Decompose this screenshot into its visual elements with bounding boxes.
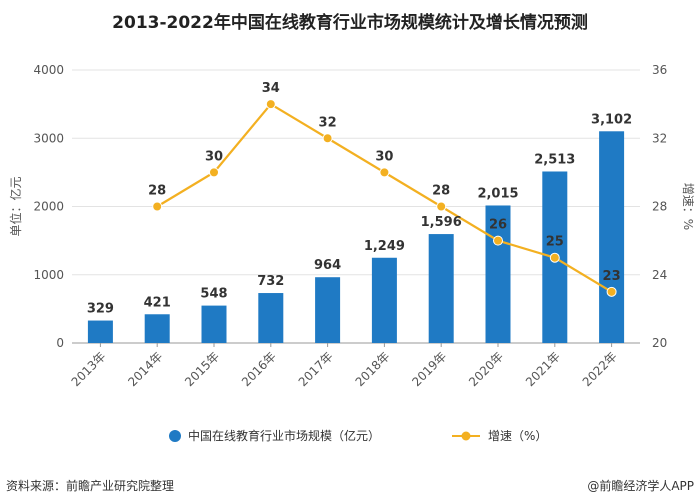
legend-line-label: 增速（%） xyxy=(488,429,547,443)
x-tick-label: 2020年 xyxy=(466,349,506,389)
growth-value-label: 30 xyxy=(375,149,393,164)
growth-point xyxy=(322,133,333,144)
x-tick-label: 2018年 xyxy=(353,349,393,389)
x-tick-label: 2015年 xyxy=(182,349,222,389)
bar xyxy=(428,234,454,343)
y-right-axis-title: 增速：% xyxy=(681,183,695,230)
bar-value-label: 2,015 xyxy=(477,186,518,201)
y-left-tick-label: 2000 xyxy=(33,200,64,214)
legend-bar-label: 中国在线教育行业市场规模（亿元） xyxy=(188,428,380,443)
x-tick-label: 2013年 xyxy=(69,349,109,389)
growth-value-label: 26 xyxy=(489,218,507,233)
x-tick-label: 2016年 xyxy=(239,349,279,389)
x-tick-label: 2019年 xyxy=(409,349,449,389)
y-right-tick-label: 28 xyxy=(652,200,667,214)
bar-value-label: 2,513 xyxy=(534,152,575,167)
growth-value-label: 30 xyxy=(205,149,223,164)
y-left-tick-label: 1000 xyxy=(33,268,64,282)
growth-value-label: 28 xyxy=(148,184,166,199)
bar-value-label: 3,102 xyxy=(591,112,632,127)
growth-point xyxy=(379,167,390,178)
source-note: 资料来源：前瞻产业研究院整理 xyxy=(6,479,175,493)
bar xyxy=(599,131,625,343)
growth-point xyxy=(152,201,163,212)
y-right-tick-label: 36 xyxy=(652,63,667,77)
growth-value-label: 23 xyxy=(603,269,621,284)
growth-value-label: 32 xyxy=(319,115,337,130)
growth-value-label: 25 xyxy=(546,235,564,250)
y-left-tick-label: 4000 xyxy=(33,63,64,77)
growth-point xyxy=(436,201,447,212)
x-tick-label: 2021年 xyxy=(523,349,563,389)
y-left-tick-label: 0 xyxy=(56,336,64,350)
chart-title: 2013-2022年中国在线教育行业市场规模统计及增长情况预测 xyxy=(112,13,588,33)
bar xyxy=(201,305,227,343)
bar xyxy=(371,257,397,343)
bar-value-label: 964 xyxy=(314,258,341,273)
growth-value-label: 28 xyxy=(432,184,450,199)
y-right-tick-label: 32 xyxy=(652,131,667,145)
growth-point xyxy=(265,99,276,110)
bar xyxy=(144,314,170,343)
bar xyxy=(485,205,511,343)
bar-value-label: 329 xyxy=(87,302,114,317)
x-tick-label: 2017年 xyxy=(296,349,336,389)
x-tick-label: 2022年 xyxy=(580,349,620,389)
y-right-tick-label: 24 xyxy=(652,268,667,282)
growth-point xyxy=(209,167,219,178)
growth-point xyxy=(606,286,617,297)
y-left-tick-label: 3000 xyxy=(33,131,64,145)
y-left-axis-title: 单位：亿元 xyxy=(8,176,23,236)
bar-value-label: 732 xyxy=(257,274,284,289)
bar-value-label: 548 xyxy=(200,287,227,302)
bar-value-label: 1,249 xyxy=(364,239,405,254)
legend-bar-swatch xyxy=(169,430,181,442)
bar xyxy=(258,293,284,343)
y-right-tick-label: 20 xyxy=(652,336,667,350)
x-tick-label: 2014年 xyxy=(125,349,165,389)
bar-value-label: 1,596 xyxy=(421,215,462,230)
bar xyxy=(87,320,113,343)
growth-value-label: 34 xyxy=(262,81,280,96)
legend-line-marker xyxy=(461,431,471,441)
growth-point xyxy=(549,252,560,263)
credit-note: @前瞻经济学人APP xyxy=(587,479,694,493)
bar-value-label: 421 xyxy=(144,295,171,310)
bar xyxy=(315,277,341,343)
growth-point xyxy=(493,235,503,246)
